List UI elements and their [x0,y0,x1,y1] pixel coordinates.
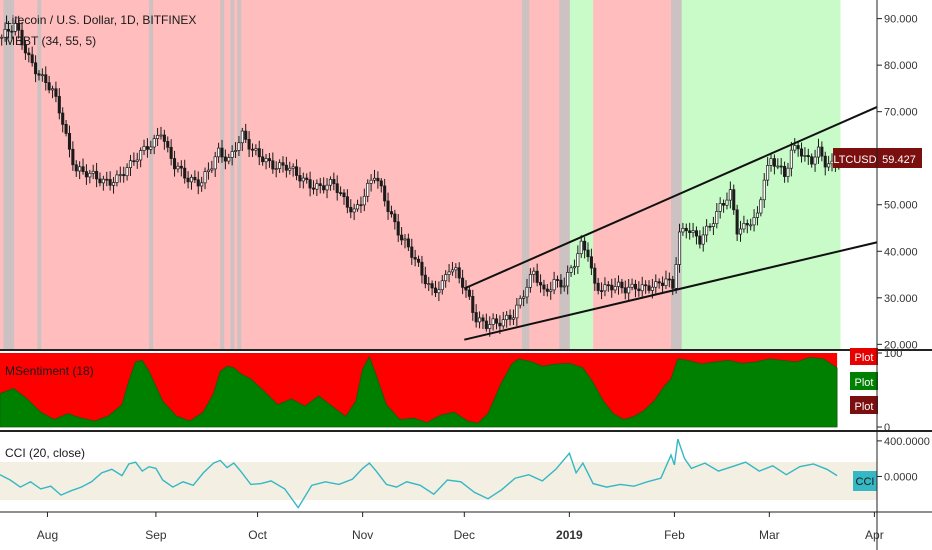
time-tick-label: Mar [759,528,780,542]
cci-band [0,462,877,500]
neutral-bar-5 [220,0,224,349]
neutral-bar-2 [10,0,14,349]
cci-tick-label: 0.0000 [884,471,918,483]
neutral-bar-12 [566,0,570,349]
cci-pane: CCI (20, close) 400.0000 0.0000 CCI [0,436,930,508]
neutral-bar-15 [678,0,682,349]
neutral-bar-7 [237,0,241,349]
cci-axis[interactable]: 400.0000 0.0000 [877,436,930,484]
sentiment-legend-2: Plot [855,377,874,389]
neutral-bar-4 [149,0,153,349]
time-tick-label: Sep [145,528,167,542]
neutral-bar-3 [37,0,41,349]
cci-legend: CCI [856,476,875,488]
price-axis[interactable]: 90.00080.00070.00060.00050.00040.00030.0… [877,14,918,352]
sentiment-area [0,353,837,427]
price-tick-label: 70.000 [884,107,918,119]
sentiment-legend-3: Plot [855,401,874,413]
price-tick-label: 80.000 [884,60,918,72]
zone-1 [569,0,593,349]
time-tick-label: Oct [248,528,267,542]
price-tick-label: 90.000 [884,14,918,26]
indicator-label: MBBT (34, 55, 5) [5,34,96,48]
last-price-label: 59.427 [882,154,916,166]
time-axis[interactable]: Aug Sep Oct Nov Dec 2019 Feb Mar Apr [37,512,884,542]
price-tick-label: 40.000 [884,246,918,258]
time-tick-label: Aug [37,528,58,542]
cci-tick-label: 400.0000 [884,436,930,448]
sentiment-label: MSentiment (18) [5,364,94,378]
chart-title: Litecoin / U.S. Dollar, 1D, BITFINEX [5,13,196,27]
sentiment-axis[interactable]: 100 0 [877,348,902,434]
price-pane: Litecoin / U.S. Dollar, 1D, BITFINEX MBB… [0,0,922,351]
symbol-label: LTCUSD [833,154,876,166]
time-tick-label: Feb [664,528,685,542]
time-tick-label: Apr [865,528,884,542]
sentiment-tick-label: 100 [884,348,902,360]
zone-3 [681,0,840,349]
time-tick-label: 2019 [556,528,583,542]
neutral-bar-6 [230,0,234,349]
cci-label: CCI (20, close) [5,446,85,460]
price-tick-label: 30.000 [884,293,918,305]
zone-2 [593,0,681,349]
sentiment-legend: Plot Plot Plot [850,348,878,414]
candle [760,197,762,216]
sentiment-legend-1: Plot [855,352,874,364]
sentiment-pane: MSentiment (18) 100 0 Plot Plot Plot [0,348,902,434]
time-tick-label: Nov [352,528,373,542]
time-tick-label: Dec [454,528,475,542]
sentiment-tick-label: 0 [884,422,890,434]
price-tick-label: 50.000 [884,200,918,212]
